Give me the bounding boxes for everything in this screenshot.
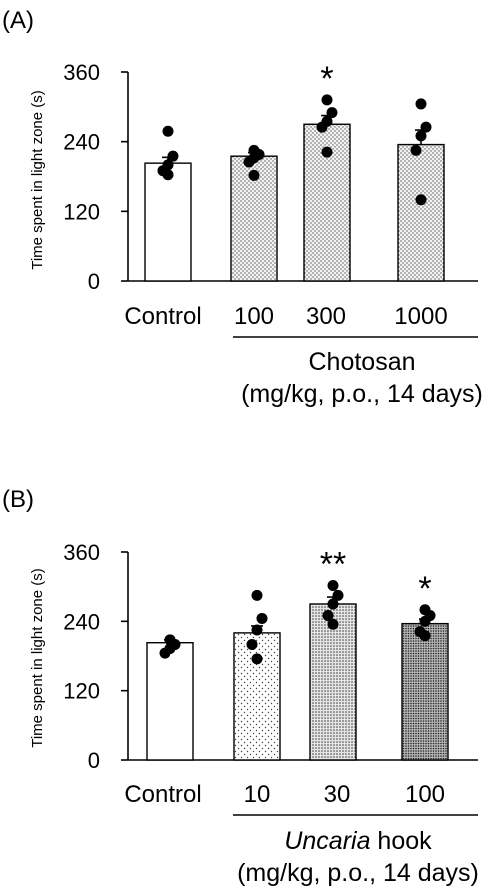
data-point	[410, 144, 422, 156]
category-label: Control	[124, 303, 201, 330]
data-point	[332, 589, 344, 601]
data-point	[316, 121, 328, 133]
category-label: 100	[234, 303, 274, 330]
y-axis-label: Time spent in light zone (s)	[29, 568, 46, 748]
y-tick-label: 0	[88, 269, 100, 294]
y-tick-label: 240	[63, 609, 100, 634]
data-point	[420, 121, 432, 133]
data-point	[415, 130, 427, 142]
panel-label: (B)	[2, 486, 34, 513]
y-axis-label: Time spent in light zone (s)	[29, 90, 46, 270]
data-point	[251, 653, 263, 665]
group-label: Chotosan	[308, 348, 415, 376]
panel-a-marks: 360 240 120 0 *	[63, 60, 445, 294]
y-tick-label: 360	[63, 60, 100, 85]
y-tick-label: 120	[63, 679, 100, 704]
group-label-rest: hook	[370, 827, 432, 855]
data-point	[322, 610, 334, 622]
data-point	[251, 624, 263, 636]
bar	[401, 622, 449, 761]
data-point	[326, 107, 338, 119]
data-point	[321, 146, 333, 158]
data-point	[162, 169, 174, 181]
data-point	[162, 125, 174, 137]
bar	[397, 143, 445, 282]
y-tick-label: 0	[88, 748, 100, 773]
data-point	[327, 598, 339, 610]
data-point	[167, 150, 179, 162]
significance-marker: *	[320, 60, 333, 98]
category-label: 100	[405, 781, 445, 808]
data-point	[327, 618, 339, 630]
panel-a: (A) Time spent in light zone (s) Control…	[2, 7, 483, 408]
category-label: 10	[244, 781, 271, 808]
category-label: 300	[306, 303, 346, 330]
bar	[309, 603, 357, 761]
data-point	[246, 638, 258, 650]
data-point	[419, 615, 431, 627]
significance-marker: *	[418, 570, 431, 608]
data-point	[415, 98, 427, 110]
data-point	[415, 194, 427, 206]
group-label-italic: Uncaria	[284, 827, 370, 855]
data-point	[256, 612, 268, 624]
significance-marker: **	[320, 546, 346, 584]
data-point	[321, 94, 333, 106]
y-tick-label: 240	[63, 130, 100, 155]
category-label: 30	[324, 781, 351, 808]
data-point	[159, 647, 171, 659]
data-point	[248, 169, 260, 181]
group-label: Uncaria hook	[284, 827, 432, 855]
group-unit-label: (mg/kg, p.o., 14 days)	[241, 380, 483, 408]
bar	[233, 632, 281, 761]
bar	[146, 642, 194, 761]
category-label: Control	[124, 781, 201, 808]
y-tick-label: 120	[63, 199, 100, 224]
data-point	[419, 630, 431, 642]
bar	[144, 162, 192, 282]
panel-label: (A)	[2, 7, 34, 34]
data-point	[327, 580, 339, 592]
y-tick-label: 360	[63, 540, 100, 565]
panel-b: (B) Time spent in light zone (s) Control…	[2, 486, 479, 887]
group-unit-label: (mg/kg, p.o., 14 days)	[237, 859, 479, 887]
data-point	[243, 156, 255, 168]
category-label: 1000	[394, 303, 447, 330]
data-point	[251, 589, 263, 601]
